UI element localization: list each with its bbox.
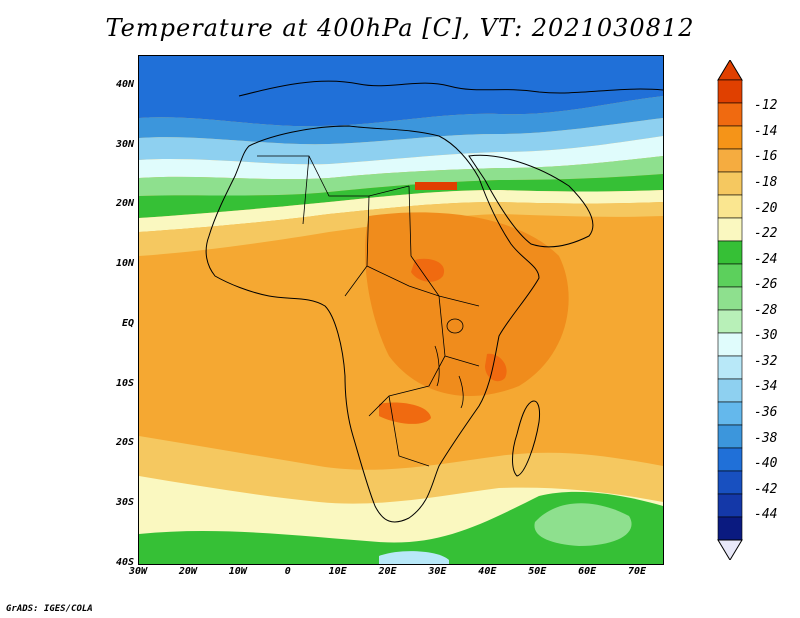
lat-tick-label: 10S [115, 377, 134, 389]
lake-malawi [458, 375, 464, 409]
colorbar-label: -42 [754, 481, 778, 497]
credit-text: GrADS: IGES/COLA [6, 604, 93, 614]
colorbar-label: -36 [754, 405, 778, 420]
lon-tick-label: 10W [228, 566, 247, 577]
field-hot-spot-sudan [411, 258, 445, 282]
field-hot-spot-tanzania [485, 353, 507, 382]
country-borders [257, 155, 480, 467]
colorbar-bottom-arrow [717, 539, 743, 560]
lon-tick-label: 0 [284, 566, 291, 577]
lon-tick-label: 20W [178, 566, 197, 577]
field-warm-core-east [365, 212, 569, 396]
colorbar-label: -38 [754, 430, 778, 446]
field-band-green-light [139, 156, 663, 196]
lat-tick-label: 40S [115, 557, 134, 568]
colorbar-label: -40 [754, 456, 778, 472]
field-band-yellow-pale [139, 190, 663, 232]
lon-tick-label: 40E [478, 566, 497, 577]
colorbar-label: -16 [754, 149, 778, 165]
colorbar-segment [717, 355, 743, 380]
field-band-south-lightblue [379, 551, 449, 564]
colorbar-label: -34 [754, 379, 778, 395]
colorbar-segment [717, 102, 743, 127]
arabia-outline [468, 154, 594, 248]
lat-tick-label: 30N [115, 138, 134, 150]
colorbar-label: -32 [754, 353, 778, 369]
map-frame [138, 55, 664, 565]
colorbar-segment [717, 470, 743, 495]
lon-tick-label: 60E [578, 566, 597, 577]
colorbar-label: -14 [754, 123, 778, 139]
colorbar-segment [717, 424, 743, 449]
colorbar-segment [717, 309, 743, 334]
lat-tick-label: 20N [115, 198, 134, 210]
colorbar-label: -28 [754, 302, 778, 318]
field-band-green [139, 174, 663, 218]
lon-tick-label: 50E [528, 566, 547, 577]
europe-coast [238, 80, 663, 97]
field-band-south-green-light [534, 503, 632, 546]
lake-tanganyika [434, 345, 440, 387]
lat-tick-label: 30S [115, 497, 134, 509]
madagascar-outline [512, 400, 540, 477]
colorbar [717, 60, 743, 560]
temperature-map [139, 56, 663, 564]
field-band-blue [139, 96, 663, 145]
colorbar-segment [717, 286, 743, 311]
colorbar-segment [717, 447, 743, 472]
colorbar-label: -26 [754, 277, 778, 293]
colorbar-label: -18 [754, 175, 778, 190]
colorbar-segment [717, 194, 743, 219]
colorbar-segment [717, 401, 743, 426]
field-hot-spot-egypt [415, 182, 457, 190]
lat-tick-label: EQ [121, 317, 134, 329]
colorbar-segment [717, 240, 743, 265]
field-band-blue-dark [139, 56, 663, 127]
colorbar-label: -30 [754, 328, 778, 344]
field-band-cyan [139, 136, 663, 180]
colorbar-segment [717, 332, 743, 357]
field-band-lightblue [139, 118, 663, 165]
field-band-south-green [139, 491, 663, 564]
lon-tick-label: 70E [628, 566, 647, 577]
colorbar-segment [717, 516, 743, 541]
field-hot-spot-zambia [379, 402, 431, 424]
lake-victoria [446, 318, 464, 334]
lat-tick-label: 10N [115, 258, 134, 270]
colorbar-segment [717, 217, 743, 242]
colorbar-label: -12 [754, 98, 778, 114]
colorbar-label: -20 [754, 200, 778, 216]
colorbar-segment [717, 378, 743, 403]
map-title: Temperature at 400hPa [C], VT: 202103081… [105, 14, 695, 42]
lon-tick-label: 20E [378, 566, 397, 577]
colorbar-segment [717, 493, 743, 518]
colorbar-segment [717, 148, 743, 173]
colorbar-label: -24 [754, 251, 778, 267]
field-band-yellow [139, 202, 663, 256]
colorbar-top-arrow [717, 60, 743, 81]
colorbar-segment [717, 125, 743, 150]
lon-tick-label: 30W [128, 566, 148, 577]
colorbar-segment [717, 79, 743, 104]
lon-tick-label: 30E [428, 566, 447, 577]
africa-coastline [205, 125, 540, 523]
colorbar-segment [717, 263, 743, 288]
colorbar-label: -22 [754, 226, 778, 242]
lon-tick-label: 10E [328, 566, 347, 577]
colorbar-label: -44 [754, 507, 778, 523]
lat-tick-label: 20S [115, 437, 134, 449]
lat-tick-label: 40N [115, 78, 134, 90]
colorbar-segment [717, 171, 743, 196]
